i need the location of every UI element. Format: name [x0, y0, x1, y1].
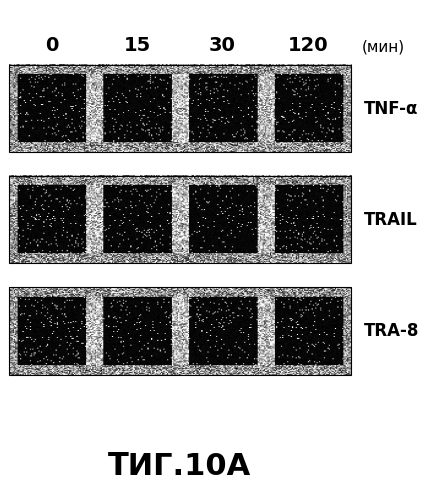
Text: 0: 0: [45, 36, 58, 55]
Text: 30: 30: [209, 36, 236, 55]
Text: 15: 15: [123, 36, 151, 55]
Text: ΤИГ.10A: ΤИГ.10A: [108, 452, 251, 481]
Text: TRAIL: TRAIL: [364, 211, 418, 229]
Text: TRA-8: TRA-8: [364, 322, 419, 340]
Bar: [9, 65, 351, 152]
Bar: [9, 287, 351, 375]
Text: TNF-α: TNF-α: [364, 99, 418, 118]
Text: (мин): (мин): [362, 40, 405, 55]
Text: 120: 120: [288, 36, 328, 55]
Bar: [9, 176, 351, 263]
